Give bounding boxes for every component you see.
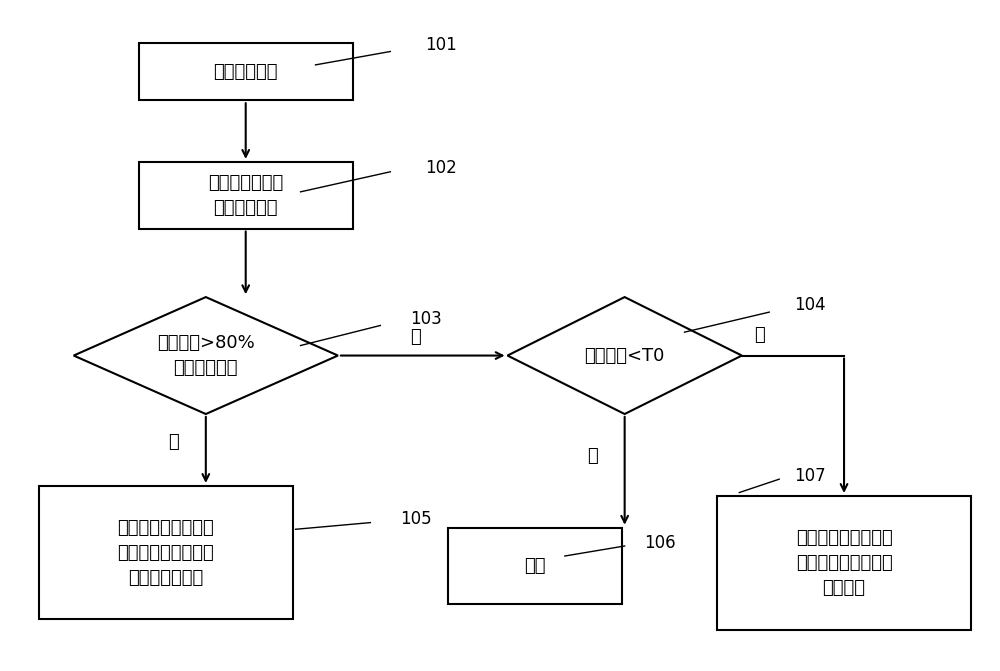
Text: 103: 103 [410, 310, 442, 328]
Text: 否: 否 [754, 325, 765, 344]
Text: 预充时间<T0: 预充时间<T0 [584, 346, 665, 364]
Polygon shape [507, 297, 742, 414]
Polygon shape [74, 297, 338, 414]
Text: 低压开关闭合: 低压开关闭合 [213, 62, 278, 81]
Text: 102: 102 [425, 160, 457, 177]
Text: 是: 是 [587, 447, 598, 465]
Bar [39, 486, 293, 619]
Text: 断开预充继电器，主
负继电器，发送上电
失败故障: 断开预充继电器，主 负继电器，发送上电 失败故障 [796, 529, 892, 597]
Text: 105: 105 [400, 510, 432, 528]
Bar [139, 162, 353, 229]
Text: 否: 否 [410, 327, 421, 346]
Text: 104: 104 [794, 297, 826, 315]
Text: 等待: 等待 [524, 557, 546, 575]
Bar [139, 43, 353, 100]
Text: 107: 107 [794, 467, 826, 485]
Bar [448, 527, 622, 605]
Text: 负载电压>80%
动力电池电压: 负载电压>80% 动力电池电压 [157, 334, 255, 377]
Text: 主正继电器、互锁开
关闭合，预充继电器
断开，上电成功: 主正继电器、互锁开 关闭合，预充继电器 断开，上电成功 [118, 519, 214, 586]
Text: 预充继电器、主
负继电器闭合: 预充继电器、主 负继电器闭合 [208, 174, 283, 217]
Text: 是: 是 [168, 433, 179, 452]
Bar [717, 496, 971, 629]
Text: 106: 106 [645, 533, 676, 552]
Text: 101: 101 [425, 36, 457, 54]
